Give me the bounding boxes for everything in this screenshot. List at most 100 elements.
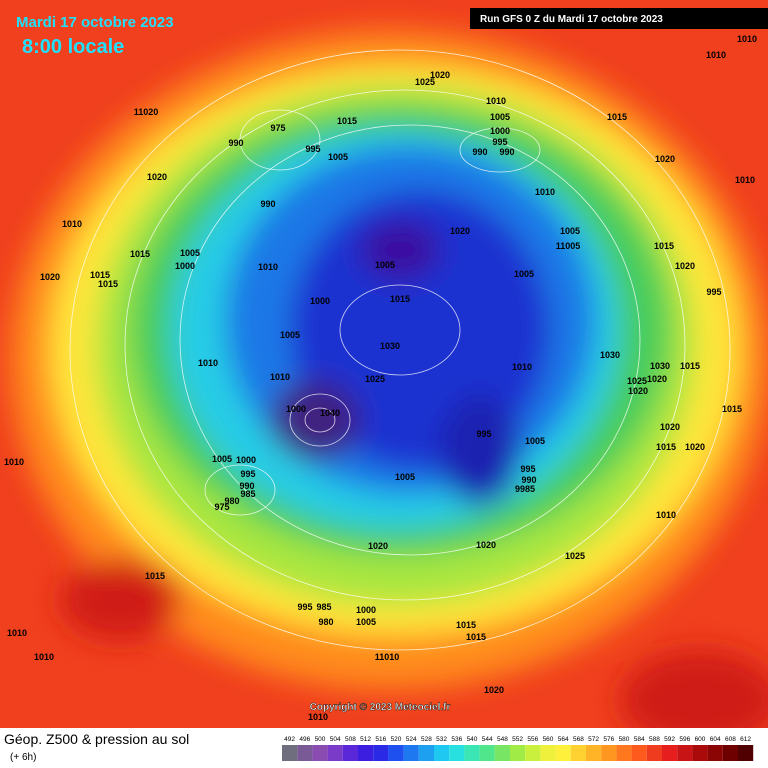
legend-swatch — [479, 745, 495, 761]
pressure-label: 975 — [270, 123, 285, 133]
pressure-label: 1020 — [628, 386, 648, 396]
legend-tick: 548 — [497, 736, 508, 743]
legend-tick: 524 — [406, 736, 417, 743]
pressure-label: 1015 — [337, 116, 357, 126]
pressure-label: 1010 — [258, 262, 278, 272]
legend-swatch — [418, 745, 434, 761]
pressure-label: 990 — [472, 147, 487, 157]
legend-tick: 492 — [284, 736, 295, 743]
run: Run GFS 0 Z du Mardi 17 octobre 2023 — [480, 14, 663, 25]
pressure-label: 1020 — [655, 154, 675, 164]
pressure-label: 1015 — [680, 361, 700, 371]
pressure-label: 1020 — [675, 261, 695, 271]
pressure-label: 1020 — [484, 685, 504, 695]
pressure-label: 1015 — [654, 241, 674, 251]
legend-tick: 584 — [634, 736, 645, 743]
pressure-label: 1000 — [236, 455, 256, 465]
pressure-label: 1005 — [525, 436, 545, 446]
legend-swatch — [616, 745, 632, 761]
pressure-label: 975 — [214, 502, 229, 512]
pressure-label: 990 — [499, 147, 514, 157]
legend-swatch — [494, 745, 510, 761]
pressure-label: 995 — [706, 287, 721, 297]
legend-tick: 600 — [695, 736, 706, 743]
legend-tick: 608 — [725, 736, 736, 743]
legend-swatch — [570, 745, 586, 761]
legend-swatch — [738, 745, 754, 761]
pressure-label: 1005 — [560, 226, 580, 236]
pressure-label: 980 — [318, 617, 333, 627]
pressure-label: 1005 — [395, 472, 415, 482]
pressure-label: 1030 — [380, 341, 400, 351]
legend-swatch — [662, 745, 678, 761]
pressure-label: 1015 — [656, 442, 676, 452]
pressure-label: 1020 — [450, 226, 470, 236]
legend-tick: 556 — [527, 736, 538, 743]
legend-tick: 500 — [315, 736, 326, 743]
pressure-label: 1010 — [735, 175, 755, 185]
copyright: Copyright © 2023 Meteociel.fr — [310, 702, 451, 713]
pressure-label: 1010 — [535, 187, 555, 197]
legend-tick: 540 — [467, 736, 478, 743]
pressure-label: 1010 — [512, 362, 532, 372]
legend-swatch — [388, 745, 404, 761]
pressure-label: 1040 — [320, 408, 340, 418]
pressure-label: 1015 — [607, 112, 627, 122]
pressure-label: 1025 — [565, 551, 585, 561]
pressure-label: 9985 — [515, 484, 535, 494]
legend-swatch — [434, 745, 450, 761]
pressure-label: 1010 — [62, 219, 82, 229]
pressure-label: 1030 — [650, 361, 670, 371]
pressure-label: 1010 — [486, 96, 506, 106]
legend-tick: 596 — [679, 736, 690, 743]
legend-tick: 588 — [649, 736, 660, 743]
pressure-label: 1020 — [647, 374, 667, 384]
pressure-label: 1010 — [706, 50, 726, 60]
pressure-label: 1015 — [90, 270, 110, 280]
legend-tick: 568 — [573, 736, 584, 743]
pressure-label: 990 — [228, 138, 243, 148]
legend-swatch — [403, 745, 419, 761]
pressure-label: 1010 — [308, 712, 328, 722]
legend-tick: 496 — [299, 736, 310, 743]
legend-swatch — [707, 745, 723, 761]
pressure-label: 1015 — [130, 249, 150, 259]
pressure-label: 1015 — [390, 294, 410, 304]
pressure-label: 1000 — [356, 605, 376, 615]
legend-swatch — [555, 745, 571, 761]
pressure-label: 985 — [240, 489, 255, 499]
legend-swatch — [282, 745, 298, 761]
pressure-label: 1015 — [722, 404, 742, 414]
pressure-label: 1010 — [656, 510, 676, 520]
legend-swatch — [327, 745, 343, 761]
legend-tick: 580 — [619, 736, 630, 743]
pressure-label: 1000 — [310, 296, 330, 306]
legend-swatch — [510, 745, 526, 761]
legend-tick: 508 — [345, 736, 356, 743]
pressure-label: 1010 — [34, 652, 54, 662]
legend-tick: 576 — [603, 736, 614, 743]
pressure-label: 1020 — [40, 272, 60, 282]
pressure-label: 1005 — [328, 152, 348, 162]
pressure-label: 1005 — [180, 248, 200, 258]
pressure-label: 1015 — [98, 279, 118, 289]
pressure-label: 990 — [260, 199, 275, 209]
pressure-label: 1025 — [365, 374, 385, 384]
legend-tick: 504 — [330, 736, 341, 743]
pressure-label: 1000 — [490, 126, 510, 136]
pressure-label: 985 — [316, 602, 331, 612]
pressure-label: 1005 — [356, 617, 376, 627]
pressure-label: 1020 — [476, 540, 496, 550]
pressure-label: 1010 — [270, 372, 290, 382]
pressure-label: 11020 — [134, 107, 159, 117]
pressure-label: 1000 — [286, 404, 306, 414]
legend-swatch — [464, 745, 480, 761]
legend-swatch — [646, 745, 662, 761]
pressure-label: 1025 — [415, 77, 435, 87]
pressure-label: 995 — [305, 144, 320, 154]
pressure-label: 990 — [521, 475, 536, 485]
pressure-label: 995 — [476, 429, 491, 439]
pressure-label: 1025 — [627, 376, 647, 386]
pressure-label: 1015 — [456, 620, 476, 630]
